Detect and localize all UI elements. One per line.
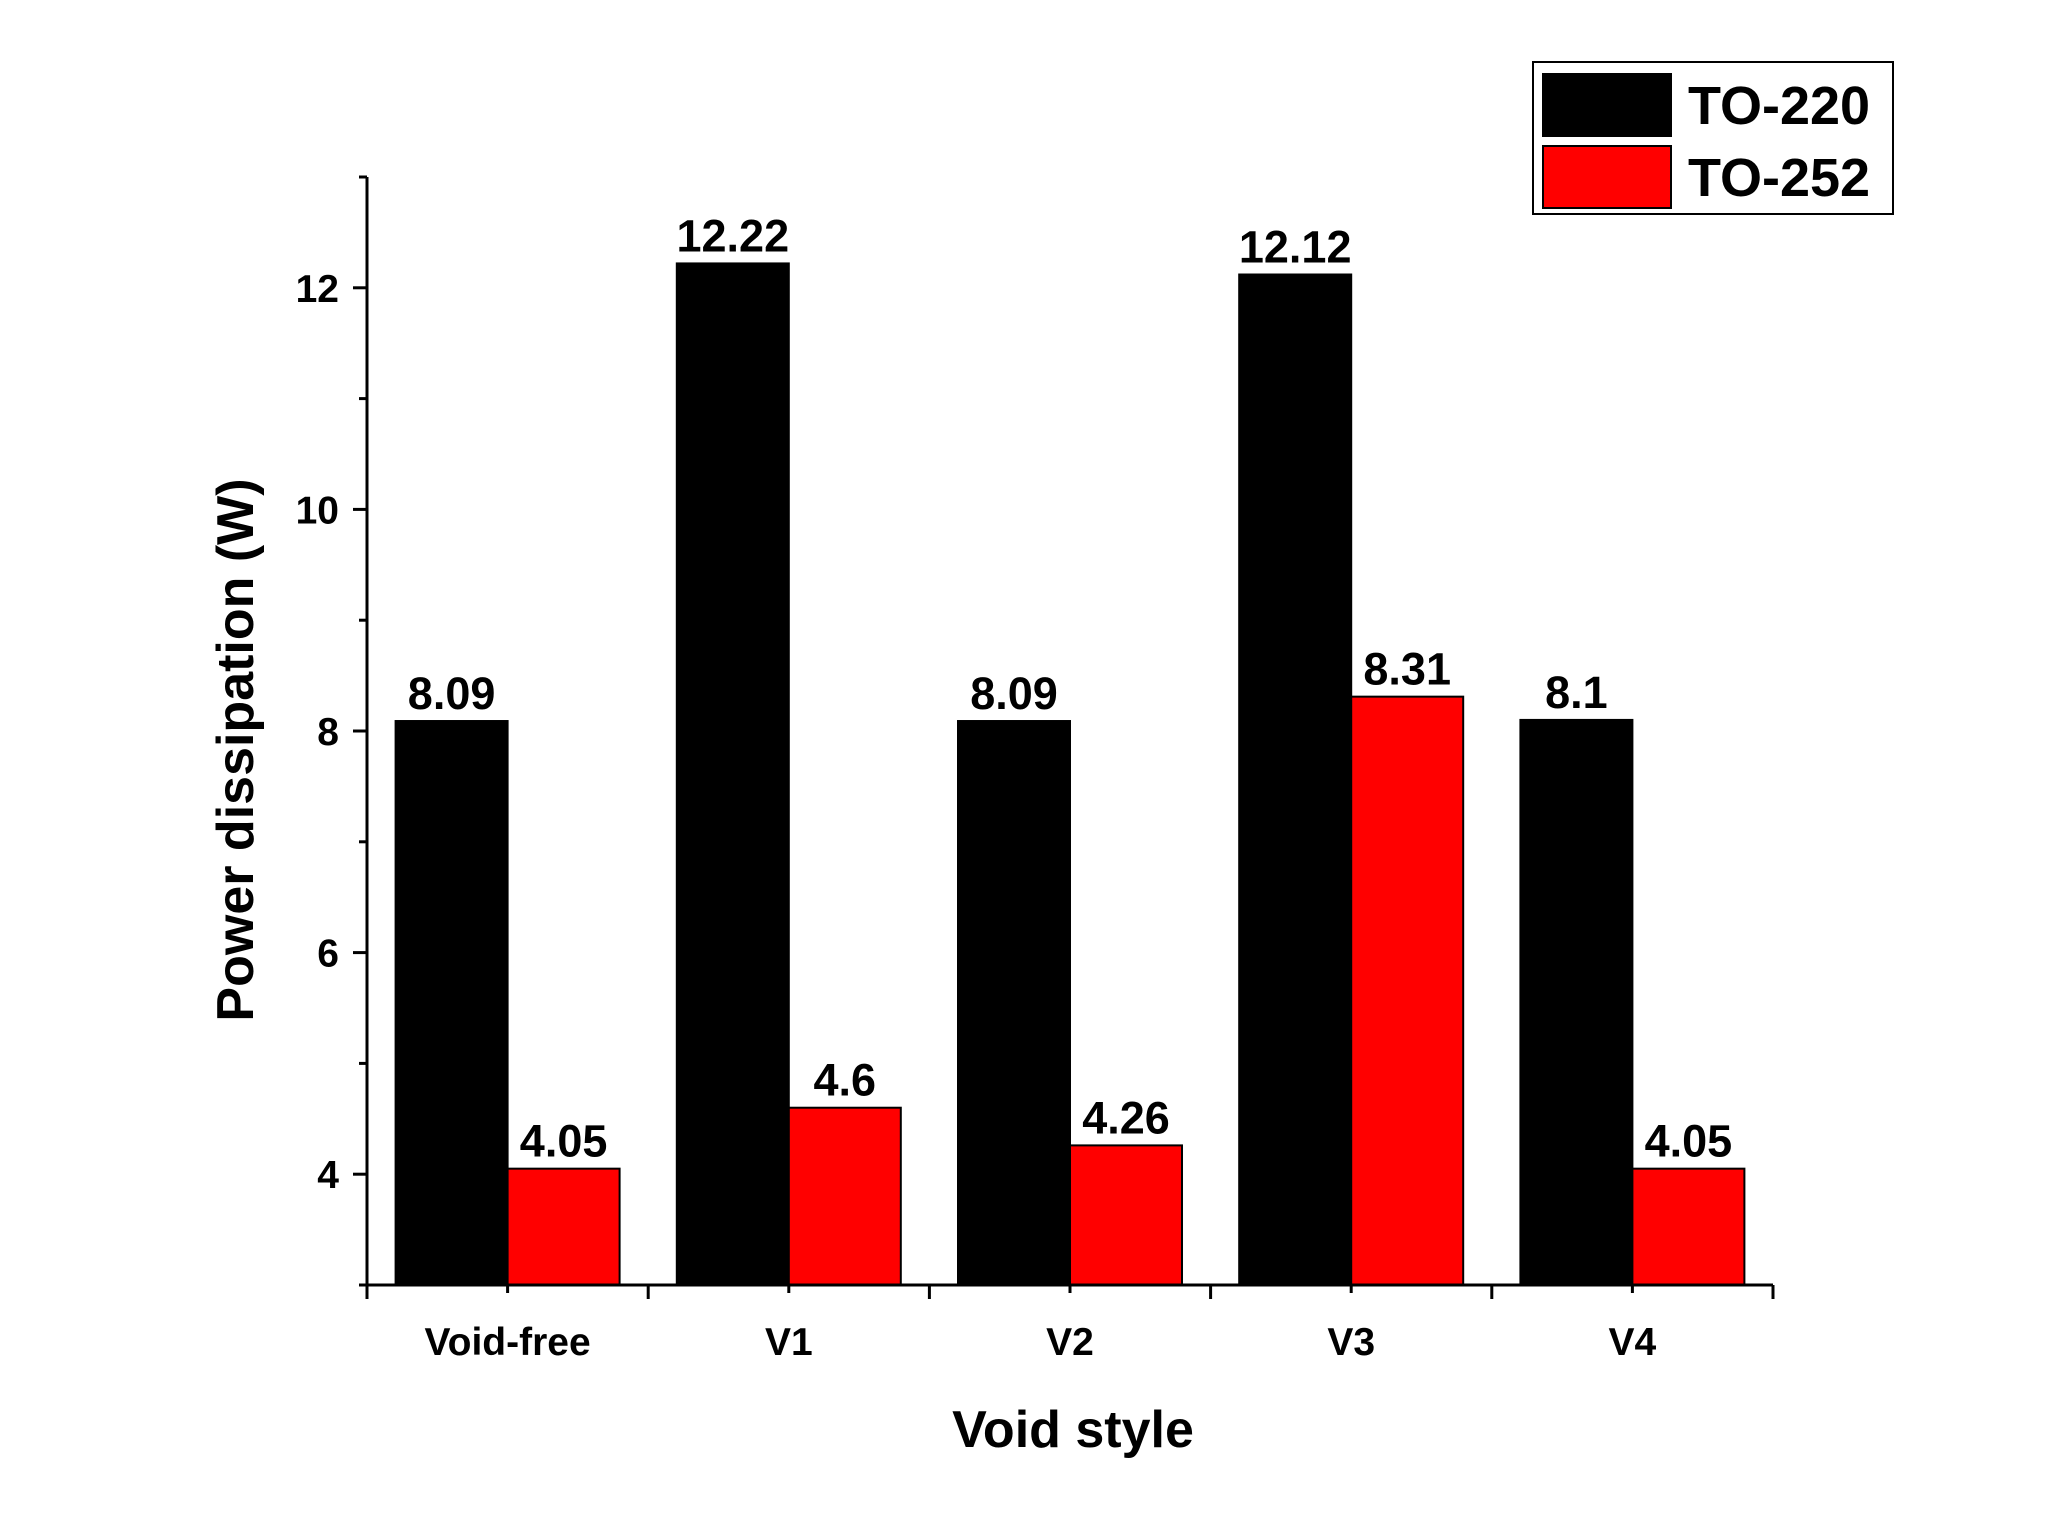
data-label-to-252-v1: 4.6	[814, 1055, 877, 1106]
y-axis-title: Power dissipation (W)	[207, 478, 265, 1021]
legend-label-to-220: TO-220	[1688, 76, 1870, 136]
x-tick-label-void-free: Void-free	[425, 1321, 591, 1364]
y-tick-label-8: 8	[317, 711, 339, 754]
y-tick-label-6: 6	[317, 933, 339, 976]
y-tick-label-4: 4	[317, 1154, 339, 1197]
x-tick-label-v4: V4	[1609, 1321, 1657, 1364]
bar-to-252-v3	[1350, 695, 1465, 1286]
bar-to-252-v2	[1069, 1144, 1183, 1286]
legend-swatch-to-252	[1542, 145, 1672, 209]
bar-to-252-v4	[1631, 1167, 1746, 1287]
data-labels-layer: 8.09 4.05 12.22 4.6 8.09 4.26 12.12 8.31 8.1 4.05	[408, 210, 1732, 1166]
data-label-to-252-v3: 8.31	[1363, 644, 1451, 695]
data-label-to-220-v4: 8.1	[1545, 667, 1608, 718]
bar-to-220-void-free	[394, 720, 509, 1286]
legend-swatch-to-220	[1542, 73, 1672, 137]
data-label-to-220-v2: 8.09	[970, 668, 1058, 719]
data-label-to-220-v1: 12.22	[676, 210, 789, 261]
legend: TO-220 TO-252	[1532, 61, 1894, 215]
y-tick-label-10: 10	[296, 489, 339, 532]
x-axis-title: Void style	[952, 1401, 1194, 1459]
x-tick-label-v3: V3	[1327, 1321, 1375, 1364]
x-tick-label-v2: V2	[1046, 1321, 1094, 1364]
x-tick-label-v1: V1	[765, 1321, 813, 1364]
bar-to-220-v1	[675, 262, 790, 1286]
bars-layer	[394, 262, 1746, 1287]
data-label-to-252-v2: 4.26	[1082, 1092, 1170, 1143]
bar-to-252-v1	[787, 1106, 902, 1286]
bar-to-252-void-free	[506, 1167, 621, 1287]
bar-to-220-v3	[1238, 273, 1353, 1286]
axes-layer: 4 6 8 10 12 Void-free V1 V2 V3 V4	[296, 175, 1775, 1364]
data-label-to-252-void-free: 4.05	[520, 1116, 608, 1167]
data-label-to-252-v4: 4.05	[1645, 1116, 1733, 1167]
legend-label-to-252: TO-252	[1688, 148, 1870, 208]
bar-to-220-v2	[957, 720, 1071, 1286]
data-label-to-220-void-free: 8.09	[408, 668, 496, 719]
data-label-to-220-v3: 12.12	[1239, 222, 1352, 273]
y-tick-label-12: 12	[296, 268, 339, 311]
bar-to-220-v4	[1519, 718, 1634, 1286]
